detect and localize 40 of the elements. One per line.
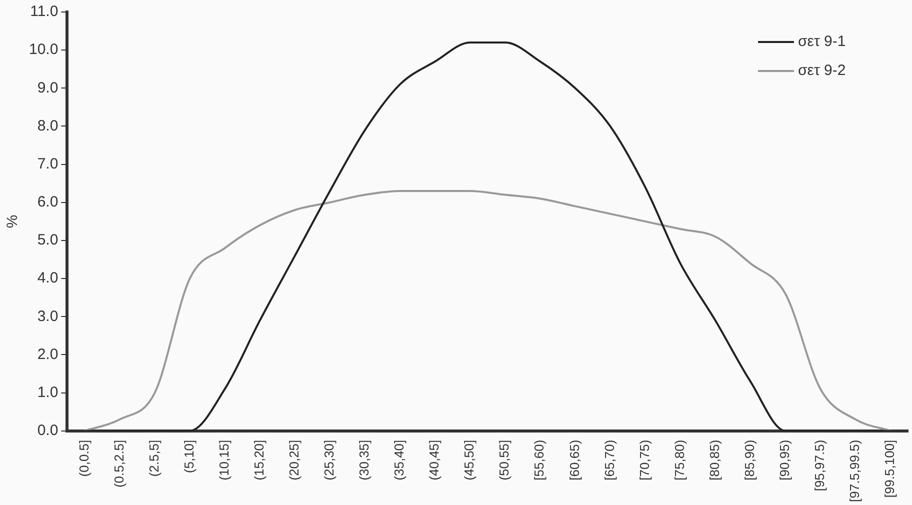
x-tick-label: (0.5,2.5] [111, 440, 126, 488]
line-series [84, 190, 892, 431]
y-tick-label: 4.0 [37, 270, 58, 287]
y-tick-label: 1.0 [37, 384, 58, 401]
y-tick-label: 8.0 [37, 117, 58, 134]
y-tick-label: 11.0 [30, 3, 58, 20]
x-tick-label: (0,0.5] [76, 440, 92, 477]
legend-label: σετ 9-2 [798, 62, 846, 80]
x-tick-label: (15,20] [251, 440, 266, 480]
x-tick-label: (35,40] [392, 440, 407, 480]
x-tick-label: [97.5,99.5) [847, 440, 862, 502]
x-tick-label: [65,70) [602, 440, 617, 480]
x-tick-label: (30,35] [356, 440, 372, 480]
x-tick-label: (40,45] [426, 440, 442, 480]
x-tick-label: (2.5,5] [146, 440, 162, 477]
y-tick-label: 2.0 [37, 346, 58, 363]
y-tick-label: 10.0 [28, 41, 58, 58]
x-tick-label: [90,95) [776, 440, 792, 480]
y-tick-label: 6.0 [37, 194, 58, 211]
x-tick-label: (50,55] [496, 440, 512, 480]
x-tick-label: (10,15] [216, 440, 232, 480]
y-tick-label: 0.0 [37, 422, 58, 439]
legend-label: σετ 9-1 [798, 33, 846, 50]
x-tick-label: (25,30] [322, 440, 337, 480]
y-axis-title: % [4, 214, 22, 228]
y-tick-label: 5.0 [37, 232, 58, 249]
x-tick-label: (5,10] [181, 440, 196, 474]
x-tick-label: [99.5,100] [882, 440, 898, 498]
x-tick-label: [95,97.5) [812, 440, 827, 492]
y-tick-label: 7.0 [37, 155, 58, 172]
x-tick-label: [80,85) [706, 440, 722, 480]
x-tick-label: [85,90) [742, 440, 757, 480]
y-tick-label: 3.0 [37, 308, 58, 325]
y-tick-label: 9.0 [37, 79, 58, 96]
x-tick-label: (20,25] [286, 440, 302, 480]
x-tick-label: (45,50] [462, 440, 477, 480]
x-tick-label: [55,60) [532, 440, 547, 480]
x-tick-label: [60,65) [566, 440, 582, 480]
x-tick-label: [75,80) [672, 440, 687, 480]
x-tick-label: [70,75) [636, 440, 652, 480]
